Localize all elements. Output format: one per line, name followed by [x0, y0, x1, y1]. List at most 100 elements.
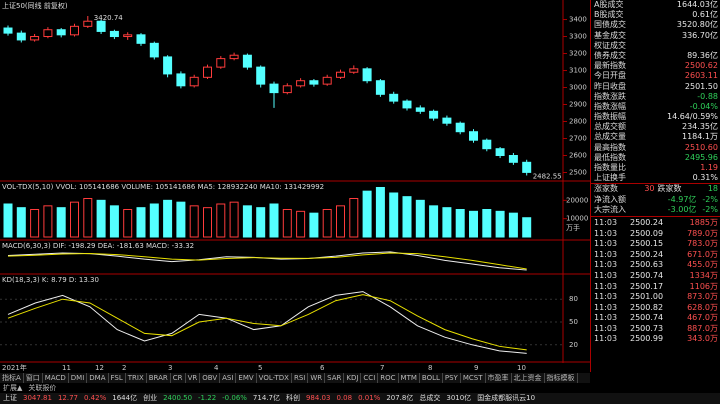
- stat-label: 指数量比: [594, 163, 626, 172]
- volume-bar: [136, 207, 146, 238]
- y-tick-label: 3400: [569, 16, 587, 24]
- indicator-tab[interactable]: DMI: [69, 373, 88, 383]
- candle-body: [70, 25, 79, 36]
- candle-body: [469, 131, 478, 141]
- indicator-tab[interactable]: MCST: [461, 373, 486, 383]
- indicator-tab[interactable]: SAR: [325, 373, 345, 383]
- stat-row: 指数振幅 14.64/0.59%: [591, 112, 720, 122]
- max-label: 3420.74: [94, 14, 123, 22]
- stat-row: 指数涨跌 -0.88: [591, 92, 720, 102]
- chart-bg: [0, 0, 590, 373]
- stat-label: 指数涨幅: [594, 101, 626, 111]
- candle-body: [429, 110, 439, 119]
- candle-body: [229, 54, 239, 60]
- volume-bar: [56, 207, 66, 238]
- candle-body: [242, 54, 252, 68]
- indicator-tab[interactable]: WR: [308, 373, 326, 383]
- tick-volume: 1334万: [689, 270, 718, 280]
- indicator-tab[interactable]: KDJ: [344, 373, 362, 383]
- x-tick-label: 10: [517, 364, 526, 372]
- candle-body: [508, 155, 518, 163]
- status-item: 3047.81: [23, 394, 52, 402]
- indicator-tab[interactable]: ASI: [220, 373, 237, 383]
- tick-price: 2501.00: [630, 292, 664, 302]
- down-label: 跌家数: [657, 184, 682, 194]
- indicator-tab[interactable]: 北上资金: [512, 373, 545, 383]
- candle-body: [349, 68, 359, 73]
- stat-row: 总成交额 234.35亿: [591, 122, 720, 132]
- indicator-tab[interactable]: RSI: [292, 373, 309, 383]
- indicator-tab[interactable]: TRIX: [126, 373, 147, 383]
- indicator-tab[interactable]: MACD: [43, 373, 69, 383]
- volume-label: VOL-TDX(5,10) VVOL: 105141686 VOLUME: 10…: [2, 183, 324, 191]
- tick-volume: 1106万: [689, 281, 718, 291]
- tick-price: 2500.63: [630, 260, 664, 270]
- indicator-tab[interactable]: 指标模板: [545, 373, 578, 383]
- candle-body: [282, 85, 292, 94]
- stat-label: A股成交: [594, 0, 624, 9]
- indicator-tab[interactable]: VOL-TDX: [257, 373, 292, 383]
- indicator-tab[interactable]: DMA: [87, 373, 109, 383]
- indicator-tab[interactable]: 窗口: [24, 373, 43, 383]
- tick-row: 11:03 2500.24 1885万: [591, 218, 720, 229]
- breadth-row: 涨家数 30 跌家数 18: [591, 183, 720, 194]
- tick-price: 2500.82: [630, 302, 664, 312]
- stat-row: 债券成交 89.36亿: [591, 51, 720, 61]
- candle-body: [322, 76, 332, 85]
- tick-time: 11:03: [594, 302, 618, 312]
- stat-value: 336.70亿: [682, 30, 718, 40]
- x-tick-label: 4: [214, 364, 219, 372]
- tick-time: 11:03: [594, 323, 618, 333]
- indicator-tab[interactable]: CR: [171, 373, 186, 383]
- tick-row: 11:03 2500.74 467.0万: [591, 313, 720, 324]
- extra-tab[interactable]: 扩展▲: [3, 384, 23, 392]
- stat-row: A股成交 1644.03亿: [591, 0, 720, 10]
- indicator-tab[interactable]: 市盈率: [486, 373, 512, 383]
- x-tick-label: 2021年: [2, 363, 27, 372]
- stat-row: B股成交 0.61亿: [591, 10, 720, 20]
- extra-tab[interactable]: 关联报价: [28, 384, 57, 392]
- stat-value: 2510.60: [684, 142, 718, 152]
- tick-time: 11:03: [594, 217, 618, 227]
- stat-value: 1644.03亿: [676, 0, 718, 9]
- volume-bar: [455, 209, 465, 238]
- volume-bar: [242, 205, 252, 238]
- indicator-tab[interactable]: CCI: [361, 373, 379, 383]
- indicator-tab[interactable]: OBV: [200, 373, 221, 383]
- indicator-tab[interactable]: ROC: [378, 373, 399, 383]
- indicator-tab[interactable]: VR: [186, 373, 201, 383]
- indicator-tab[interactable]: 指标A: [0, 373, 24, 383]
- candle-body: [216, 58, 226, 68]
- flow-row: 净流入额 -4.97亿 -2%: [591, 195, 720, 205]
- y-tick-label: 2500: [569, 169, 587, 177]
- indicator-tab[interactable]: MTM: [399, 373, 420, 383]
- candle-body: [389, 93, 399, 102]
- indicator-tab[interactable]: BRAR: [147, 373, 171, 383]
- x-tick-label: 9: [474, 364, 478, 372]
- down-count: 18: [707, 184, 718, 194]
- indicator-tab[interactable]: PSY: [443, 373, 461, 383]
- stat-value: 14.64/0.59%: [666, 112, 718, 122]
- indicator-tab[interactable]: BOLL: [420, 373, 443, 383]
- volume-bar: [522, 217, 532, 238]
- y-tick-label: 50: [569, 318, 578, 326]
- tick-row: 11:03 2500.99 343.0万: [591, 334, 720, 345]
- x-tick-label: 8: [428, 364, 432, 372]
- stat-value: -0.04%: [689, 101, 718, 111]
- stat-label: 总成交量: [594, 132, 626, 142]
- volume-bar: [149, 203, 159, 238]
- stat-value: 2501.50: [684, 81, 718, 91]
- candle-body: [56, 29, 66, 36]
- stat-value: 2500.62: [684, 61, 718, 71]
- volume-bar: [256, 207, 266, 238]
- indicator-tab[interactable]: EMV: [236, 373, 257, 383]
- stat-row: 指数涨幅 -0.04%: [591, 102, 720, 112]
- stat-label: 基金成交: [594, 30, 626, 40]
- stat-value: 1184.1万: [682, 132, 718, 142]
- status-item: 科创: [285, 394, 300, 402]
- tick-price: 2500.73: [630, 323, 664, 333]
- volume-bar: [96, 199, 106, 238]
- indicator-tab[interactable]: FSL: [109, 373, 126, 383]
- tick-price: 2500.17: [630, 281, 664, 291]
- volume-bar: [282, 209, 292, 238]
